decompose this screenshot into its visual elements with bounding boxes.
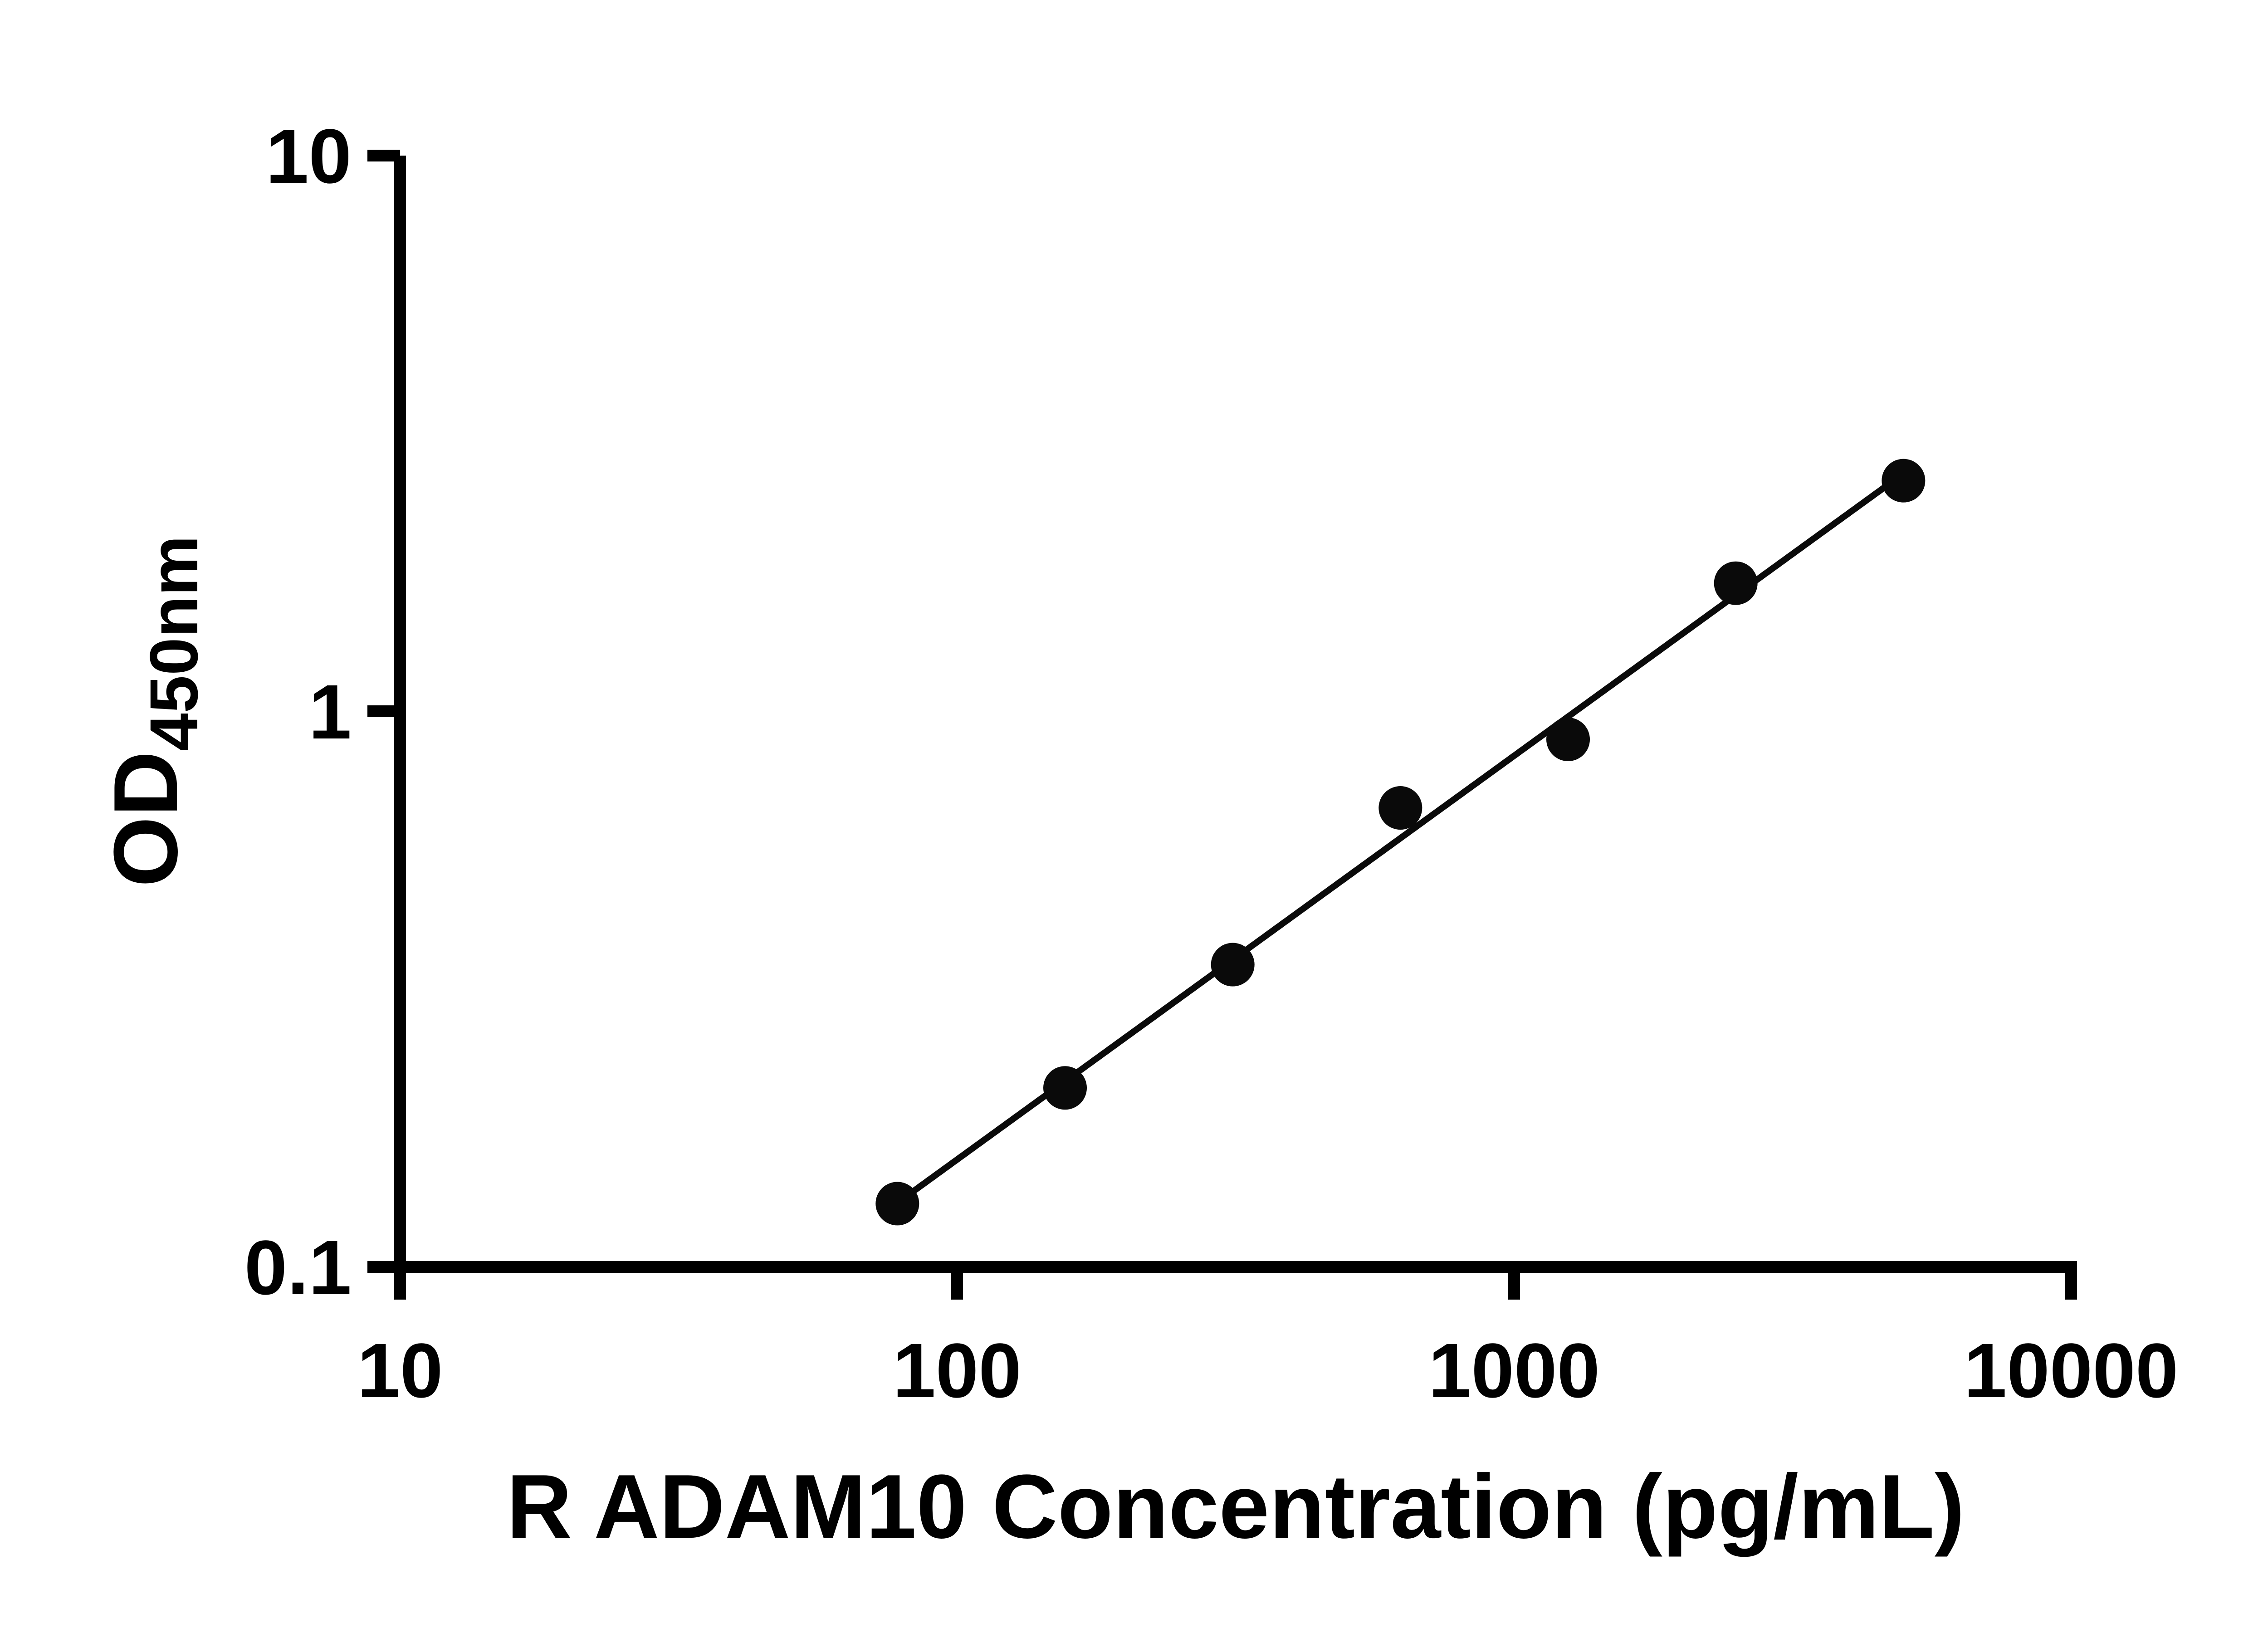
- x-tick-label: 10000: [1964, 1328, 2179, 1414]
- y-axis-title-sub: 450nm: [136, 535, 212, 751]
- data-point: [1882, 459, 1926, 503]
- axis-spines: [394, 156, 2077, 1273]
- y-tick-label: 1: [308, 669, 352, 755]
- x-tick-label: 100: [893, 1328, 1022, 1414]
- series-layer: [875, 459, 1926, 1226]
- y-axis-title: OD450nm: [95, 535, 212, 887]
- x-tick-label: 10: [357, 1328, 443, 1414]
- x-axis-title: R ADAM10 Concentration (pg/mL): [507, 1456, 1965, 1557]
- data-point: [1546, 717, 1590, 761]
- y-tick-label: 0.1: [244, 1225, 352, 1311]
- data-point: [875, 1182, 919, 1226]
- axes-layer: 10 100 1000 10000 0.1 1 10: [244, 113, 2179, 1414]
- y-axis-title-main: OD: [95, 751, 196, 887]
- data-point: [1714, 561, 1758, 605]
- data-point: [1211, 943, 1255, 987]
- y-tick-label: 10: [266, 113, 352, 200]
- data-point: [1043, 1066, 1087, 1110]
- data-point: [1378, 786, 1422, 830]
- x-tick-label: 1000: [1428, 1328, 1600, 1414]
